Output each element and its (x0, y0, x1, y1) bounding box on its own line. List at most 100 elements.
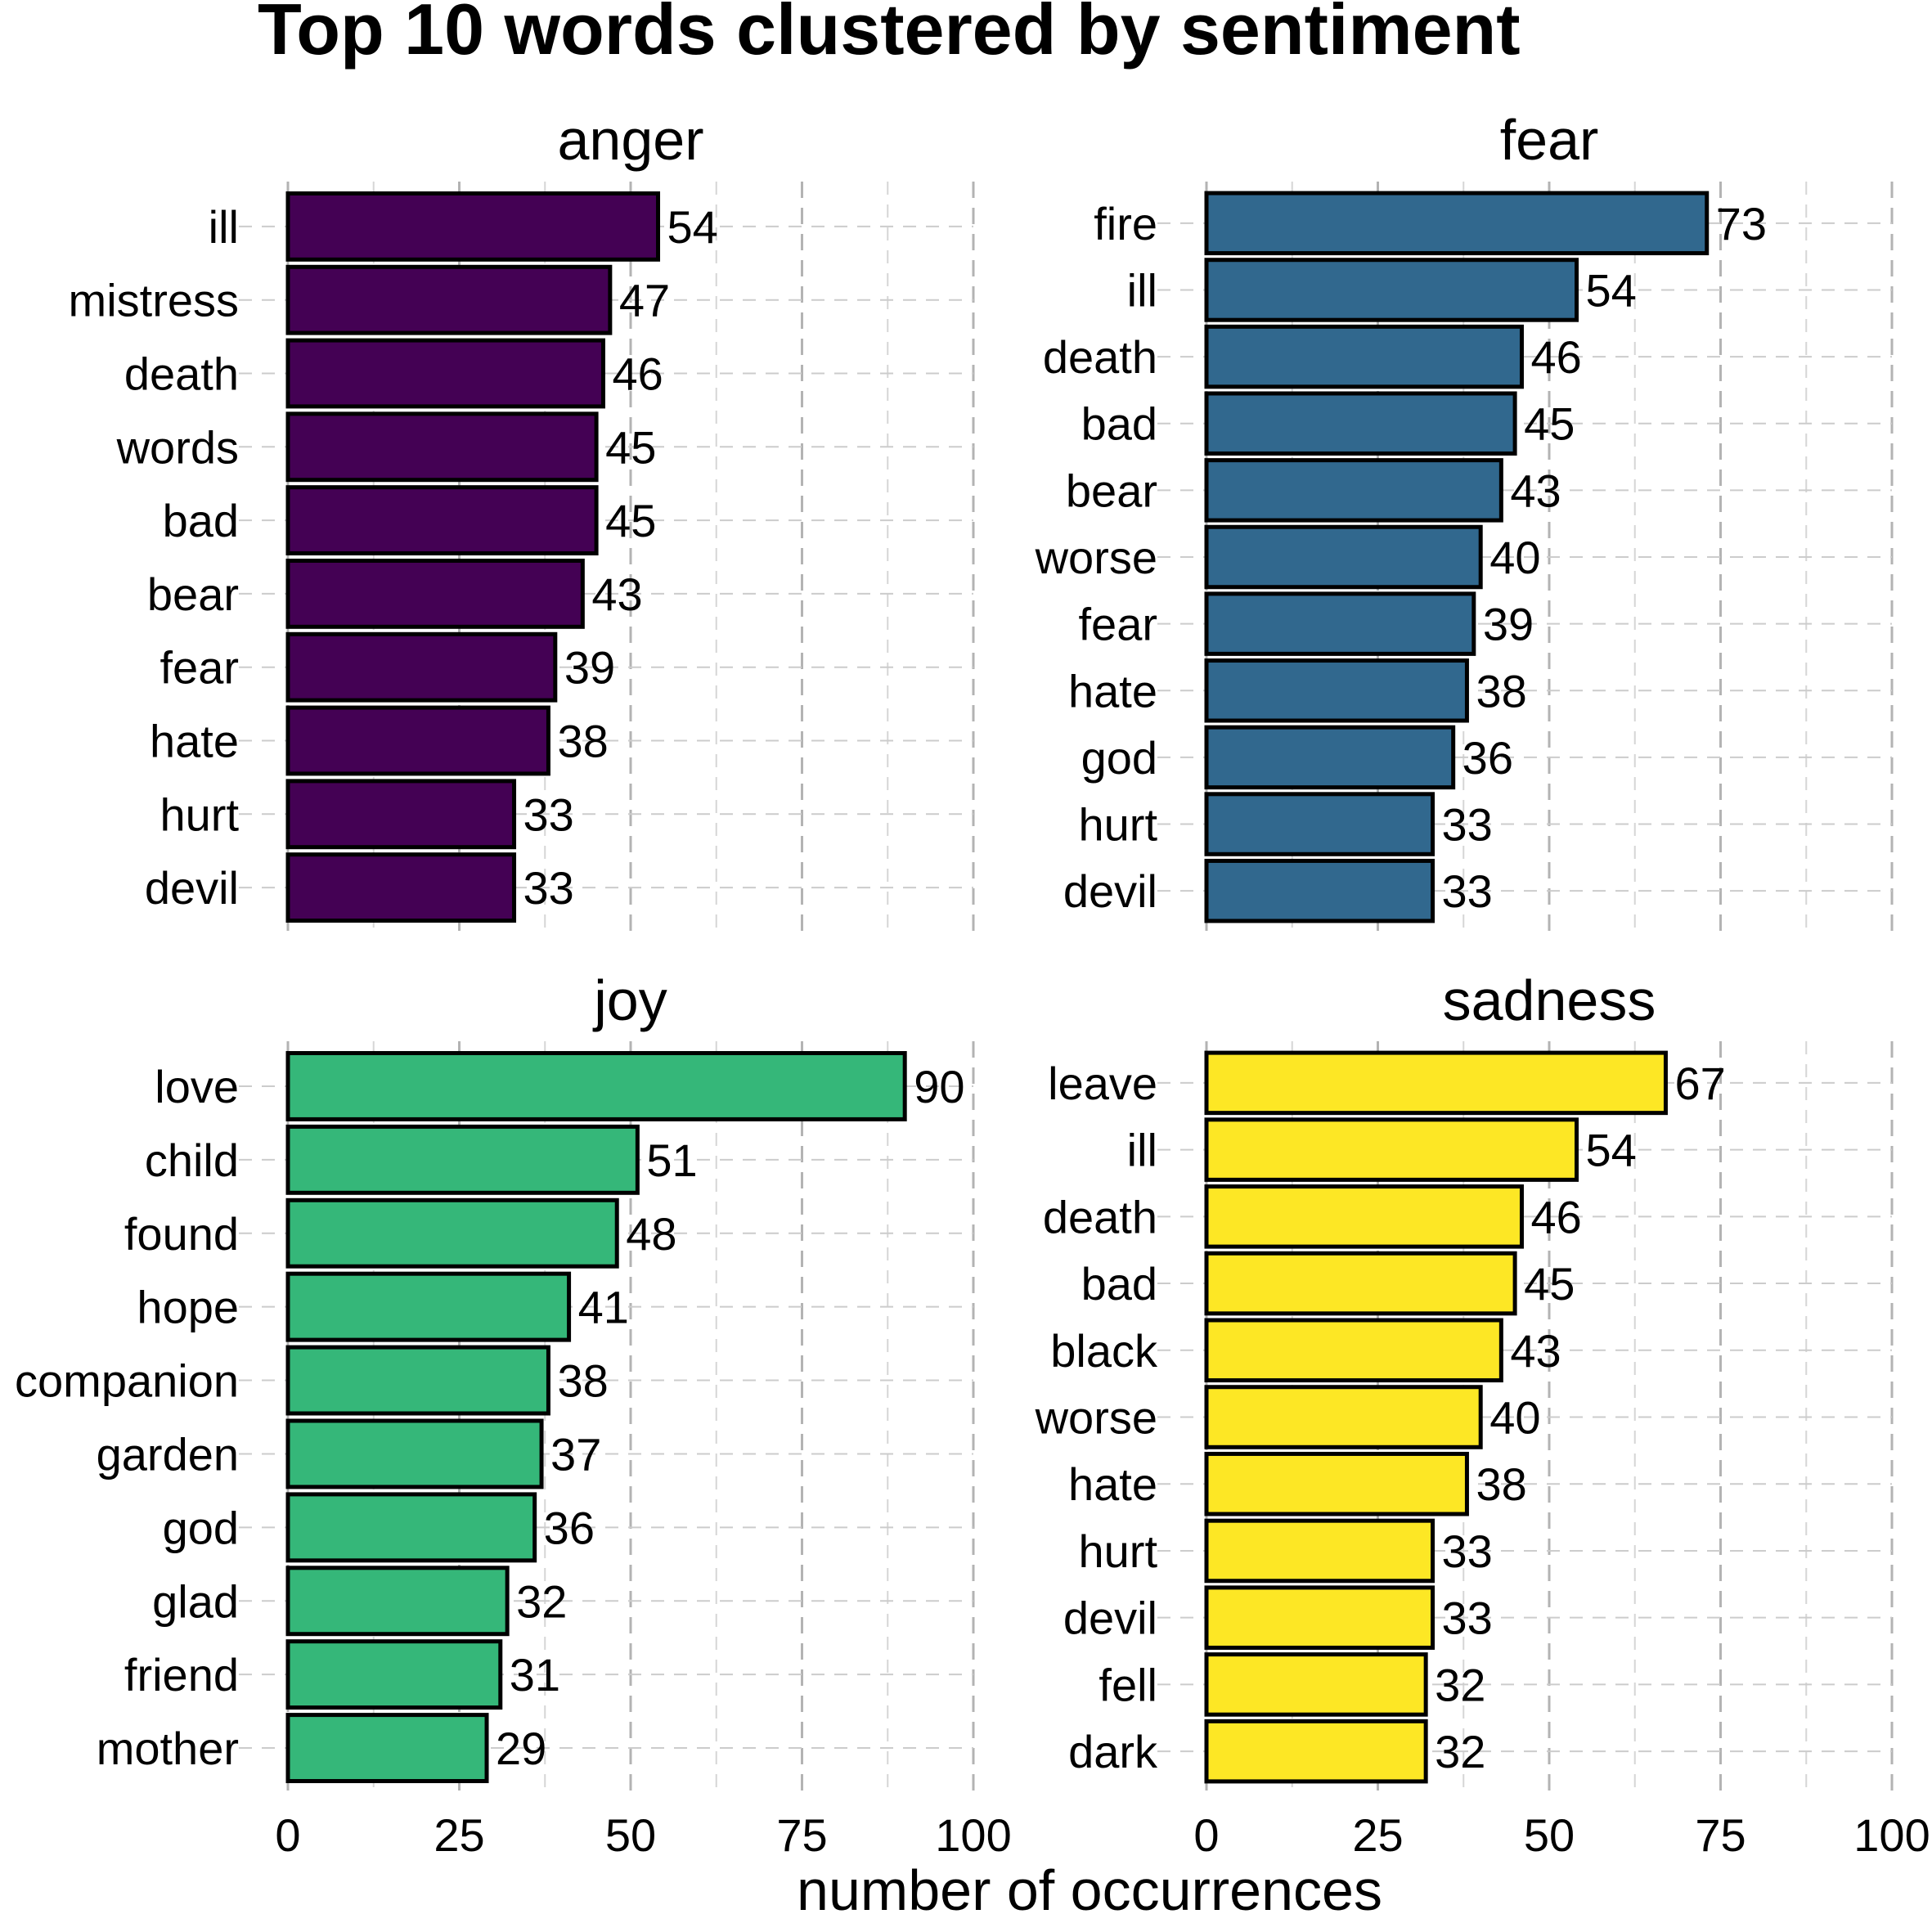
category-label: worse (1035, 1392, 1157, 1444)
bar (285, 1418, 544, 1489)
category-label: hurt (1079, 799, 1158, 851)
category-label: glad (152, 1575, 239, 1627)
bar (285, 631, 558, 703)
bar (1204, 591, 1476, 656)
category-label: bad (1081, 398, 1157, 450)
value-label: 45 (1524, 1258, 1575, 1310)
bar (1204, 1117, 1579, 1182)
category-label: mistress (69, 275, 239, 326)
category-label: garden (97, 1428, 239, 1480)
bar (1204, 1719, 1428, 1784)
category-label: fire (1094, 198, 1157, 249)
category-label: companion (15, 1355, 239, 1407)
category-label: words (116, 421, 239, 473)
value-label: 31 (510, 1649, 560, 1701)
value-label: 38 (1476, 665, 1526, 717)
category-label: friend (124, 1649, 239, 1701)
facet-title: anger (557, 108, 703, 172)
x-tick-label: 25 (434, 1809, 484, 1861)
category-label: devil (1063, 865, 1157, 917)
x-tick-label: 100 (1853, 1809, 1930, 1861)
value-label: 45 (1524, 398, 1575, 450)
category-label: hope (137, 1282, 239, 1333)
bar (1204, 1652, 1428, 1717)
value-label: 45 (605, 421, 656, 473)
facet-panel-joy: joy love 90 child 51 found 48 hope 41 companion 38… (15, 968, 1012, 1861)
value-label: 54 (667, 201, 718, 253)
category-label: ill (1127, 1125, 1157, 1176)
x-axis-title: number of occurrences (797, 1858, 1382, 1922)
bar (1204, 1251, 1517, 1316)
value-label: 40 (1489, 1392, 1540, 1444)
bar (1204, 391, 1517, 456)
value-label: 33 (1442, 799, 1493, 851)
bar (1204, 658, 1469, 723)
bar (285, 264, 613, 335)
x-tick-label: 0 (1193, 1809, 1219, 1861)
bar (285, 852, 517, 923)
facet-panel-fear: fear fire 73 ill 54 death 46 bad 45 bear 43 worse 40… (1035, 108, 1894, 932)
category-label: worse (1035, 532, 1157, 583)
bar (285, 779, 517, 850)
value-label: 38 (557, 1355, 608, 1407)
bar (285, 411, 599, 483)
category-label: black (1050, 1325, 1158, 1377)
facet-title: fear (1500, 108, 1599, 172)
category-label: hurt (1079, 1525, 1158, 1577)
category-label: bear (147, 568, 239, 620)
facet-panel-sadness: sadness leave 67 ill 54 death 46 bad 45 black 43 wo… (1035, 968, 1930, 1861)
bar (1204, 324, 1524, 389)
category-label: devil (145, 862, 239, 914)
bar (285, 1566, 510, 1637)
x-tick-label: 0 (275, 1809, 300, 1861)
value-label: 38 (557, 716, 608, 767)
category-label: fell (1099, 1659, 1157, 1710)
value-label: 46 (1530, 331, 1581, 383)
facet-panel-anger: anger ill 54 mistress 47 death 46 words 45 bad 45 b… (69, 108, 975, 932)
bar (1204, 524, 1483, 590)
value-label: 39 (564, 642, 615, 694)
x-tick-label: 75 (1695, 1809, 1746, 1861)
bar (285, 1713, 489, 1784)
category-label: death (1043, 1191, 1157, 1242)
category-label: hate (1068, 665, 1157, 717)
bar (1204, 191, 1710, 256)
value-label: 90 (914, 1061, 964, 1112)
category-label: devil (1063, 1593, 1157, 1644)
value-label: 33 (1442, 1593, 1493, 1644)
value-label: 48 (626, 1208, 676, 1260)
value-label: 45 (605, 495, 656, 546)
category-label: god (163, 1502, 239, 1553)
value-label: 32 (1435, 1726, 1485, 1777)
category-label: love (155, 1061, 239, 1112)
bar (285, 1050, 907, 1121)
category-label: death (124, 348, 239, 400)
category-label: found (124, 1208, 239, 1260)
category-label: dark (1068, 1726, 1158, 1777)
value-label: 33 (1442, 865, 1493, 917)
x-tick-label: 75 (776, 1809, 827, 1861)
bar (285, 1492, 537, 1563)
bar (285, 485, 599, 556)
bar (1204, 1518, 1436, 1584)
value-label: 40 (1489, 532, 1540, 583)
value-label: 43 (591, 568, 642, 620)
value-label: 67 (1674, 1058, 1725, 1109)
chart-title: Top 10 words clustered by sentiment (258, 0, 1521, 70)
bar (1204, 792, 1436, 856)
bar (1204, 1585, 1436, 1650)
bar (1204, 258, 1579, 322)
bar (1204, 858, 1436, 923)
category-label: hurt (160, 789, 240, 840)
x-tick-label: 50 (1524, 1809, 1575, 1861)
category-label: mother (97, 1723, 239, 1774)
facet-title: joy (592, 968, 667, 1032)
category-label: hate (1068, 1458, 1157, 1510)
bar (285, 705, 550, 776)
category-label: ill (1127, 264, 1157, 316)
category-label: bear (1066, 465, 1157, 516)
bar (1204, 725, 1456, 790)
value-label: 46 (1530, 1191, 1581, 1242)
category-label: god (1081, 732, 1157, 784)
